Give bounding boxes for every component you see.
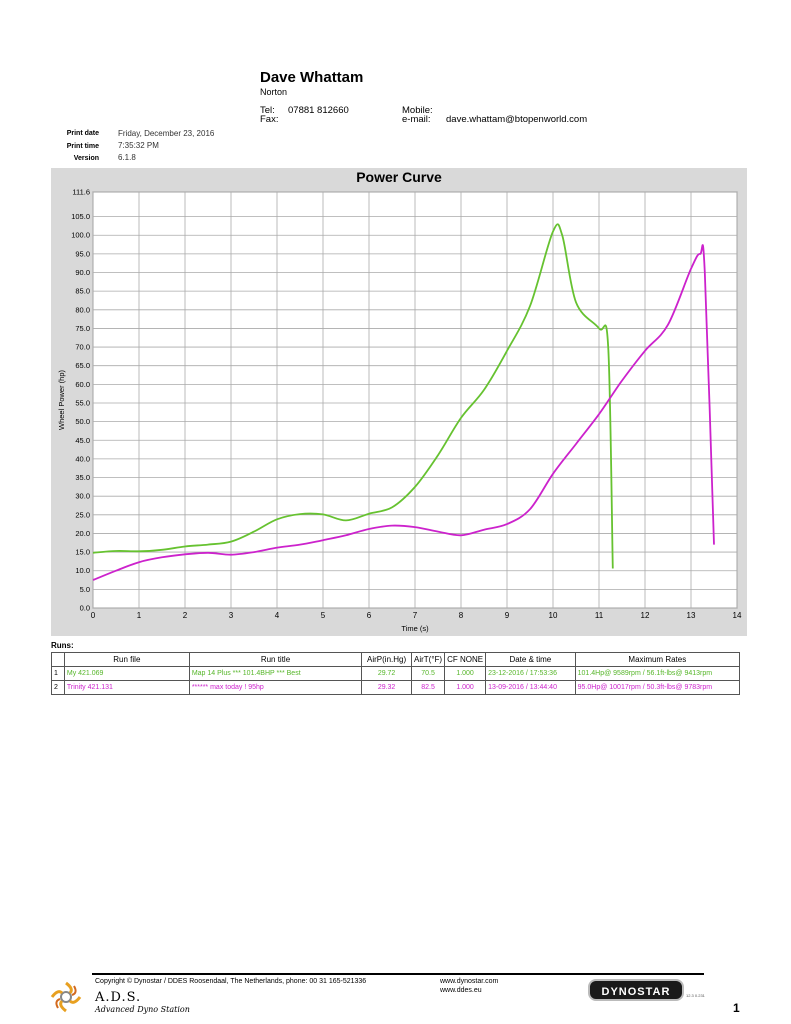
y-tick-label: 55.0: [75, 398, 90, 407]
table-cell: 95.0Hp@ 10017rpm / 50.3ft-lbs@ 9783rpm: [574, 680, 741, 695]
table-row[interactable]: 1 My 421.069 Map 14 Plus *** 101.4BHP *** …: [51, 666, 741, 681]
runs-column-header: AirT(°F): [410, 652, 446, 667]
y-tick-label: 0.0: [80, 604, 90, 613]
runs-column-header: [51, 652, 65, 667]
y-tick-label: 70.0: [75, 343, 90, 352]
print-date: Friday, December 23, 2016: [118, 129, 215, 138]
x-tick-label: 10: [549, 611, 558, 620]
table-row[interactable]: 2 Trinity 421.131 ****** max today ! 95hp 2…: [51, 680, 741, 695]
x-tick-label: 8: [459, 611, 464, 620]
x-tick-label: 6: [367, 611, 372, 620]
y-tick-label: 30.0: [75, 492, 90, 501]
ads-title: A.D.S.: [95, 990, 142, 1005]
y-axis-label: Wheel Power (hp): [57, 369, 66, 430]
runs-column-header: Run file: [63, 652, 190, 667]
y-tick-label: 80.0: [75, 305, 90, 314]
y-tick-label: 15.0: [75, 548, 90, 557]
y-tick-label: 65.0: [75, 361, 90, 370]
print-time: 7:35:32 PM: [118, 141, 159, 150]
x-tick-label: 13: [687, 611, 696, 620]
x-tick-label: 0: [91, 611, 96, 620]
y-tick-label: 25.0: [75, 510, 90, 519]
ads-logo-icon: [50, 981, 82, 1013]
series-line-1: [92, 223, 614, 569]
table-cell: ****** max today ! 95hp: [188, 680, 363, 695]
table-cell: Trinity 421.131: [63, 680, 190, 695]
y-tick-label: 40.0: [75, 454, 90, 463]
copyright-text: Copyright © Dynostar / DDES Roosendaal, …: [95, 978, 367, 985]
table-cell: 29.72: [361, 666, 412, 681]
x-tick-label: 4: [275, 611, 280, 620]
table-cell: 13-09-2016 / 13:44:40: [485, 680, 576, 695]
y-tick-label: 75.0: [75, 324, 90, 333]
y-tick-label: 45.0: [75, 436, 90, 445]
fax-label: Fax:: [260, 114, 279, 125]
runs-header-row: Run file Run title AirP(in.Hg) AirT(°F) CF N…: [51, 652, 741, 667]
website-dynostar[interactable]: www.dynostar.com: [440, 978, 499, 985]
email-label: e-mail:: [402, 114, 431, 125]
footer-divider: [92, 973, 704, 975]
x-tick-label: 7: [413, 611, 418, 620]
y-tick-label: 50.0: [75, 417, 90, 426]
runs-column-header: AirP(in.Hg): [361, 652, 412, 667]
customer-subtitle: Norton: [260, 87, 288, 97]
runs-table: Run file Run title AirP(in.Hg) AirT(°F) CF N…: [51, 652, 741, 695]
runs-label: Runs:: [51, 641, 74, 650]
y-tick-label: 90.0: [75, 268, 90, 277]
y-tick-label: 85.0: [75, 287, 90, 296]
customer-name: Dave Whattam: [260, 69, 364, 86]
table-cell: 2: [51, 680, 65, 695]
y-tick-label: 20.0: [75, 529, 90, 538]
table-cell: 101.4Hp@ 9589rpm / 56.1ft-lbs@ 9413rpm: [574, 666, 741, 681]
version: 6.1.8: [118, 153, 136, 162]
mobile-label: Mobile:: [402, 105, 433, 116]
table-cell: 1.000: [444, 680, 487, 695]
table-cell: Map 14 Plus *** 101.4BHP *** Best: [188, 666, 363, 681]
version-label: Version: [73, 155, 99, 162]
table-cell: 82.5: [410, 680, 446, 695]
x-axis-label: Time (s): [401, 624, 429, 633]
x-tick-label: 5: [321, 611, 326, 620]
x-tick-label: 1: [137, 611, 142, 620]
x-tick-label: 3: [229, 611, 234, 620]
x-tick-label: 2: [183, 611, 188, 620]
power-curve-chart: 0.05.010.015.020.025.030.035.040.045.050…: [57, 188, 742, 634]
y-tick-label: 60.0: [75, 380, 90, 389]
website-ddes[interactable]: www.ddes.eu: [440, 987, 482, 994]
table-cell: My 421.069: [63, 666, 190, 681]
table-cell: 1.000: [444, 666, 487, 681]
ads-subtitle: Advanced Dyno Station: [95, 1005, 190, 1014]
runs-column-header: Date & time: [485, 652, 576, 667]
table-cell: 29.32: [361, 680, 412, 695]
x-tick-label: 14: [733, 611, 742, 620]
y-tick-label: 105.0: [71, 212, 90, 221]
print-date-label: Print date: [66, 130, 99, 137]
tel-value: 07881 812660: [288, 105, 349, 116]
series-line-2: [92, 244, 715, 581]
y-tick-label: 10.0: [75, 566, 90, 575]
chart-title: Power Curve: [356, 169, 442, 185]
runs-column-header: Maximum Rates: [574, 652, 741, 667]
table-cell: 23-12-2016 / 17:53:36: [485, 666, 576, 681]
y-tick-label: 35.0: [75, 473, 90, 482]
table-cell: 70.5: [410, 666, 446, 681]
table-cell: 1: [51, 666, 65, 681]
print-time-label: Print time: [66, 143, 99, 150]
y-tick-label: 95.0: [75, 249, 90, 258]
runs-column-header: Run title: [188, 652, 363, 667]
runs-column-header: CF NONE: [444, 652, 487, 667]
y-tick-label: 111.6: [72, 188, 90, 197]
x-tick-label: 12: [641, 611, 650, 620]
email-value: dave.whattam@btopenworld.com: [446, 114, 588, 125]
page-number: 1: [733, 1001, 740, 1015]
x-tick-label: 9: [505, 611, 510, 620]
logo-version: 12.3 0.231: [686, 993, 705, 998]
y-tick-label: 100.0: [71, 231, 90, 240]
tel-label: Tel:: [260, 105, 275, 116]
x-tick-label: 11: [595, 611, 604, 620]
y-tick-label: 5.0: [80, 585, 90, 594]
dynostar-logo: DYNOSTAR: [588, 979, 684, 1001]
